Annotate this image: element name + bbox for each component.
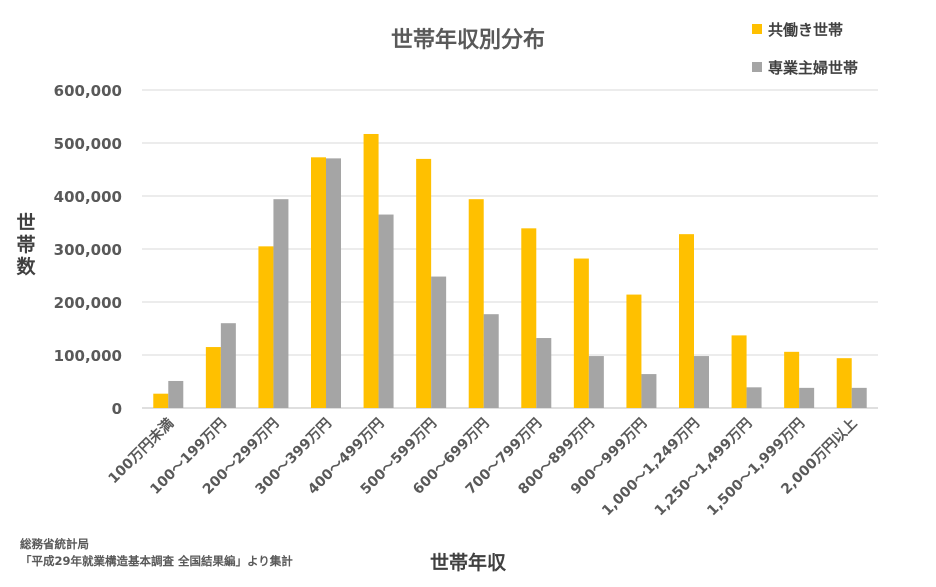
legend-item-dual-income: 共働き世帯 xyxy=(752,18,858,40)
bar-housewife xyxy=(641,374,657,408)
bar-housewife xyxy=(326,158,341,408)
y-tick-label: 200,000 xyxy=(54,294,122,312)
bar-dual-income xyxy=(626,294,642,408)
bar-housewife xyxy=(168,380,184,408)
x-tick-label: 1,500～1,999万円 xyxy=(704,416,808,520)
y-tick-label: 500,000 xyxy=(54,135,122,153)
bar-dual-income xyxy=(153,393,169,408)
legend: 共働き世帯 専業主婦世帯 xyxy=(752,18,858,94)
source-line-2: 「平成29年就業構造基本調査 全国結果編」より集計 xyxy=(20,554,293,568)
bar-housewife xyxy=(378,214,394,408)
bar-housewife xyxy=(273,199,289,408)
bar-dual-income xyxy=(731,335,747,408)
bar-housewife xyxy=(694,356,709,408)
bar-housewife xyxy=(746,387,762,408)
y-tick-label: 300,000 xyxy=(54,241,122,259)
bar-dual-income xyxy=(784,351,800,408)
y-tick-label: 400,000 xyxy=(54,188,122,206)
y-tick-label: 100,000 xyxy=(54,347,122,365)
chart-title: 世帯年収別分布 xyxy=(390,28,545,53)
bar-dual-income xyxy=(521,228,537,408)
legend-swatch-dual-income xyxy=(752,24,762,34)
y-axis-label: 世帯数 xyxy=(16,212,36,278)
source-line-1: 総務省統計局 xyxy=(20,537,89,551)
source-note: 総務省統計局 「平成29年就業構造基本調査 全国結果編」より集計 xyxy=(20,536,293,570)
bar-housewife xyxy=(431,276,447,408)
bar-dual-income xyxy=(416,158,432,408)
bar-dual-income xyxy=(573,258,589,408)
legend-item-housewife: 専業主婦世帯 xyxy=(752,56,858,78)
bar-housewife xyxy=(536,338,552,408)
bar-dual-income xyxy=(679,234,694,408)
x-tick-label: 1,250～1,499万円 xyxy=(652,416,756,520)
y-tick-label: 600,000 xyxy=(54,82,122,100)
legend-label-housewife: 専業主婦世帯 xyxy=(768,58,859,77)
bar-housewife xyxy=(799,387,815,408)
x-axis-label: 世帯年収 xyxy=(429,552,506,574)
y-tick-label: 0 xyxy=(112,400,122,418)
bar-housewife xyxy=(483,314,499,408)
bar-housewife xyxy=(588,356,604,408)
legend-label-dual-income: 共働き世帯 xyxy=(768,20,844,39)
bar-dual-income xyxy=(468,199,484,408)
legend-swatch-housewife xyxy=(752,62,762,72)
bar-housewife xyxy=(220,323,236,408)
bar-dual-income xyxy=(836,358,852,408)
x-tick-label: 1,000～1,249万円 xyxy=(599,416,703,520)
bar-dual-income xyxy=(363,133,379,409)
bar-dual-income xyxy=(258,246,274,408)
bar-housewife xyxy=(851,387,867,408)
bar-dual-income xyxy=(311,157,326,408)
bar-dual-income xyxy=(205,347,221,408)
